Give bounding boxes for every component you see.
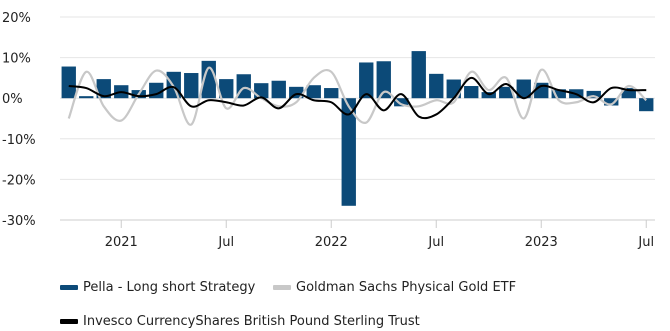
- legend-swatch-pella: [60, 284, 78, 290]
- bar[interactable]: [586, 90, 601, 99]
- legend-swatch-gbp-trust: [60, 318, 78, 324]
- legend-label-pella: Pella - Long short Strategy: [83, 279, 256, 295]
- legend-label-gold-etf: Goldman Sachs Physical Gold ETF: [296, 279, 517, 295]
- bar[interactable]: [639, 98, 654, 112]
- y-tick-label: -10%: [2, 133, 36, 148]
- x-tick-label: 2022: [315, 235, 348, 250]
- bar[interactable]: [464, 86, 479, 99]
- bar[interactable]: [516, 79, 531, 99]
- bar[interactable]: [184, 73, 199, 99]
- bar[interactable]: [394, 98, 409, 107]
- bar[interactable]: [96, 79, 111, 99]
- bar[interactable]: [324, 88, 339, 99]
- x-tick-label: Jul: [217, 235, 234, 250]
- bar[interactable]: [376, 61, 391, 99]
- bar[interactable]: [499, 86, 514, 99]
- legend-swatch-gold-etf: [273, 284, 291, 290]
- legend-item-gold-etf[interactable]: Goldman Sachs Physical Gold ETF: [273, 279, 516, 295]
- y-tick-label: 0%: [2, 92, 23, 107]
- y-tick-label: 10%: [2, 52, 31, 67]
- bar[interactable]: [289, 86, 304, 99]
- bar[interactable]: [551, 89, 566, 99]
- bar[interactable]: [359, 62, 374, 99]
- bar[interactable]: [341, 98, 356, 206]
- x-tick-label: Jul: [427, 235, 444, 250]
- legend-item-pella[interactable]: Pella - Long short Strategy: [60, 279, 255, 295]
- bar[interactable]: [61, 66, 76, 99]
- x-tick-label: 2021: [105, 235, 138, 250]
- x-tick-label: 2023: [525, 235, 558, 250]
- bar[interactable]: [306, 85, 321, 99]
- bar[interactable]: [481, 92, 496, 99]
- bar[interactable]: [271, 80, 286, 99]
- series-line-gold-etf[interactable]: [67, 66, 648, 126]
- y-tick-label: -20%: [2, 173, 36, 188]
- y-tick-label: -30%: [2, 214, 36, 229]
- legend-label-gbp-trust: Invesco CurrencyShares British Pound Ste…: [83, 313, 420, 329]
- x-tick-label: Jul: [637, 235, 654, 250]
- bar[interactable]: [621, 88, 636, 99]
- bar[interactable]: [79, 96, 94, 99]
- bar[interactable]: [429, 73, 444, 99]
- y-tick-label: 20%: [2, 11, 31, 26]
- bar[interactable]: [411, 51, 426, 99]
- series-line-gbp-trust[interactable]: [68, 76, 647, 120]
- bar[interactable]: [219, 79, 234, 99]
- legend-item-gbp-trust[interactable]: Invesco CurrencyShares British Pound Ste…: [60, 313, 420, 329]
- bar[interactable]: [604, 98, 619, 106]
